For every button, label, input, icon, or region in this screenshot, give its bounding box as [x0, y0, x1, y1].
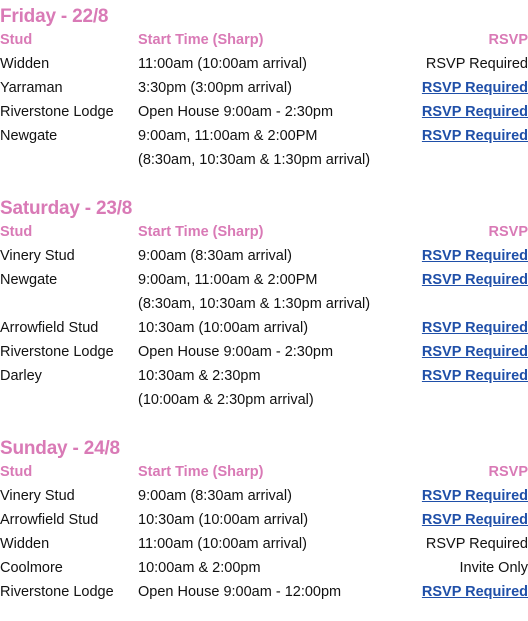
time-column-header: Start Time (Sharp)	[138, 32, 264, 48]
rsvp-status: Invite Only	[459, 560, 528, 576]
schedule-row: Vinery Stud 9:00am (8:30am arrival) RSVP R…	[0, 248, 528, 272]
schedule-row: Riverstone Lodge Open House 9:00am - 2:30…	[0, 344, 528, 368]
rsvp-status: RSVP Required	[425, 56, 528, 72]
rsvp-column-header: RSVP	[488, 32, 528, 48]
stud-name: Arrowfield Stud	[0, 320, 99, 336]
start-time: 10:30am (10:00am arrival)	[138, 320, 309, 336]
schedule-row-continuation: (8:30am, 10:30am & 1:30pm arrival)	[0, 152, 528, 176]
schedule-row: Riverstone Lodge Open House 9:00am - 2:30…	[0, 104, 528, 128]
column-header-row: Stud Start Time (Sharp) RSVP	[0, 224, 528, 248]
start-time: 10:00am & 2:00pm	[138, 560, 261, 576]
column-header-row: Stud Start Time (Sharp) RSVP	[0, 464, 528, 488]
schedule-row-continuation: (10:00am & 2:30pm arrival)	[0, 392, 528, 416]
rsvp-link[interactable]: RSVP Required	[421, 248, 528, 264]
stud-name: Newgate	[0, 272, 58, 288]
start-time: 11:00am (10:00am arrival)	[138, 536, 307, 552]
day-title: Sunday - 24/8	[0, 438, 120, 459]
start-time: 3:30pm (3:00pm arrival)	[138, 80, 292, 96]
schedule-row: Coolmore 10:00am & 2:00pm Invite Only	[0, 560, 528, 584]
stud-name: Vinery Stud	[0, 488, 75, 504]
schedule-row: Newgate 9:00am, 11:00am & 2:00PM RSVP Requ…	[0, 272, 528, 296]
start-time: 9:00am (8:30am arrival)	[138, 248, 292, 264]
stud-column-header: Stud	[0, 464, 33, 480]
stud-name: Riverstone Lodge	[0, 344, 114, 360]
start-time: 9:00am, 11:00am & 2:00PM	[138, 128, 318, 144]
rsvp-link[interactable]: RSVP Required	[421, 368, 528, 384]
stud-name: Vinery Stud	[0, 248, 75, 264]
schedule-row: Vinery Stud 9:00am (8:30am arrival) RSVP R…	[0, 488, 528, 512]
stud-name: Darley	[0, 368, 42, 384]
arrival-times: (10:00am & 2:30pm arrival)	[138, 392, 314, 408]
start-time: Open House 9:00am - 2:30pm	[138, 344, 334, 360]
stud-name: Widden	[0, 536, 50, 552]
stud-name: Yarraman	[0, 80, 63, 96]
schedule-row: Arrowfield Stud 10:30am (10:00am arrival)…	[0, 512, 528, 536]
start-time: 9:00am (8:30am arrival)	[138, 488, 292, 504]
time-column-header: Start Time (Sharp)	[138, 464, 264, 480]
stud-name: Riverstone Lodge	[0, 104, 114, 120]
rsvp-link[interactable]: RSVP Required	[421, 488, 528, 504]
arrival-times: (8:30am, 10:30am & 1:30pm arrival)	[138, 152, 371, 168]
schedule-row: Riverstone Lodge Open House 9:00am - 12:0…	[0, 584, 528, 608]
schedule-row: Widden 11:00am (10:00am arrival) RSVP Requ…	[0, 56, 528, 80]
start-time: Open House 9:00am - 12:00pm	[138, 584, 342, 600]
rsvp-link[interactable]: RSVP Required	[421, 584, 528, 600]
rsvp-column-header: RSVP	[488, 224, 528, 240]
rsvp-link[interactable]: RSVP Required	[421, 272, 528, 288]
stud-name: Riverstone Lodge	[0, 584, 114, 600]
stud-name: Widden	[0, 56, 50, 72]
schedule-row-continuation: (8:30am, 10:30am & 1:30pm arrival)	[0, 296, 528, 320]
schedule-row: Newgate 9:00am, 11:00am & 2:00PM RSVP Requ…	[0, 128, 528, 152]
day-title: Saturday - 23/8	[0, 198, 133, 219]
day-title: Friday - 22/8	[0, 6, 109, 27]
rsvp-link[interactable]: RSVP Required	[421, 320, 528, 336]
schedule-row: Widden 11:00am (10:00am arrival) RSVP Requ…	[0, 536, 528, 560]
start-time: Open House 9:00am - 2:30pm	[138, 104, 334, 120]
schedule-row: Arrowfield Stud 10:30am (10:00am arrival)…	[0, 320, 528, 344]
rsvp-link[interactable]: RSVP Required	[421, 104, 528, 120]
rsvp-column-header: RSVP	[488, 464, 528, 480]
rsvp-link[interactable]: RSVP Required	[421, 80, 528, 96]
start-time: 10:30am & 2:30pm	[138, 368, 261, 384]
rsvp-link[interactable]: RSVP Required	[421, 512, 528, 528]
schedule-row: Yarraman 3:30pm (3:00pm arrival) RSVP Requ…	[0, 80, 528, 104]
arrival-times: (8:30am, 10:30am & 1:30pm arrival)	[138, 296, 371, 312]
start-time: 9:00am, 11:00am & 2:00PM	[138, 272, 318, 288]
stud-name: Arrowfield Stud	[0, 512, 99, 528]
stud-column-header: Stud	[0, 224, 33, 240]
start-time: 10:30am (10:00am arrival)	[138, 512, 309, 528]
rsvp-status: RSVP Required	[425, 536, 528, 552]
rsvp-link[interactable]: RSVP Required	[421, 128, 528, 144]
stud-name: Newgate	[0, 128, 58, 144]
time-column-header: Start Time (Sharp)	[138, 224, 264, 240]
stud-column-header: Stud	[0, 32, 33, 48]
column-header-row: Stud Start Time (Sharp) RSVP	[0, 32, 528, 56]
rsvp-link[interactable]: RSVP Required	[421, 344, 528, 360]
schedule-row: Darley 10:30am & 2:30pm RSVP Required	[0, 368, 528, 392]
start-time: 11:00am (10:00am arrival)	[138, 56, 307, 72]
stud-name: Coolmore	[0, 560, 63, 576]
